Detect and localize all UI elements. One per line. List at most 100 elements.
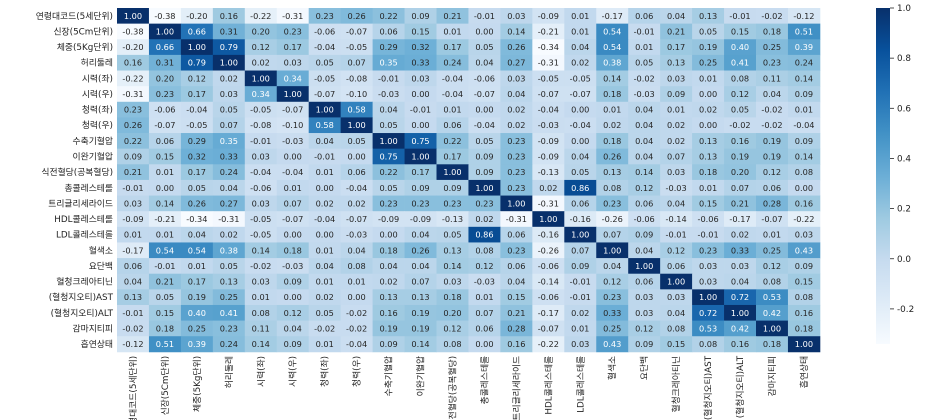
heatmap-cell [756, 148, 789, 165]
heatmap-cell [212, 289, 246, 306]
cell-value-label: 0.25 [188, 323, 206, 333]
cell-value-label: 0.00 [699, 120, 717, 130]
heatmap-cell [756, 117, 789, 134]
cell-value-label: 0.05 [348, 136, 366, 146]
heatmap-cell [468, 101, 501, 118]
cell-value-label: 0.23 [699, 245, 717, 255]
cell-value-label: 0.01 [603, 105, 621, 115]
cell-value-label: 0.07 [603, 230, 621, 240]
heatmap-cell [468, 289, 501, 306]
cell-value-label: 0.04 [667, 308, 685, 318]
heatmap-cell [468, 54, 501, 71]
cell-value-label: 0.29 [188, 136, 206, 146]
cell-value-label: 0.05 [475, 136, 493, 146]
cell-value-label: -0.17 [602, 11, 623, 21]
cell-value-label: 0.09 [635, 230, 653, 240]
cell-value-label: 0.13 [411, 292, 429, 302]
heatmap-cell [628, 226, 661, 243]
cell-value-label: 0.20 [731, 167, 749, 177]
heatmap-cell [500, 258, 533, 275]
cell-value-label: 0.12 [635, 323, 653, 333]
column-labels: 연령대코드(5세단위) 신장(5Cm단위) 체중(5Kg단위) 허리둘레 시력(좌) 시력… [127, 355, 810, 420]
cell-value-label: -0.07 [538, 323, 559, 333]
heatmap-cell [372, 164, 405, 181]
heatmap-cell [692, 242, 725, 259]
cell-value-label: 0.25 [699, 58, 717, 68]
cell-value-label: 0.23 [507, 167, 525, 177]
heatmap-cell [404, 336, 437, 353]
cell-value-label: -0.05 [250, 214, 271, 224]
cell-value-label: 0.23 [220, 323, 238, 333]
cell-value-label: 0.13 [699, 11, 717, 21]
cell-value-label: 0.07 [220, 120, 238, 130]
heatmap-cell [532, 195, 565, 212]
heatmap-cell [724, 195, 757, 212]
heatmap-cell [117, 133, 150, 150]
heatmap-cell [244, 101, 278, 118]
heatmap-cell [724, 70, 757, 87]
heatmap-cell [436, 211, 469, 228]
heatmap-cell [340, 8, 373, 25]
cell-value-label: 0.00 [156, 183, 174, 193]
cell-value-label: 0.13 [699, 151, 717, 161]
cell-value-label: 0.14 [156, 198, 174, 208]
cell-value-label: 1.00 [795, 339, 813, 349]
cell-value-label: -0.01 [154, 261, 175, 271]
heatmap-cell [468, 179, 501, 196]
heatmap-cell [724, 23, 757, 40]
cell-value-label: -0.01 [122, 308, 143, 318]
heatmap-cell [596, 86, 629, 103]
cell-value-label: 0.42 [731, 323, 749, 333]
cell-value-label: 0.18 [603, 136, 621, 146]
heatmap-cell [787, 23, 821, 40]
cell-value-label: 0.06 [379, 26, 397, 36]
cell-value-label: -0.01 [697, 230, 718, 240]
heatmap-cell [372, 23, 405, 40]
heatmap-cell [756, 320, 789, 337]
heatmap-cell [404, 289, 437, 306]
cell-value-label: 0.23 [763, 58, 781, 68]
cell-value-label: 0.18 [763, 26, 781, 36]
cell-value-label: -0.02 [250, 261, 271, 271]
heatmap-cell [692, 164, 725, 181]
heatmap-cell [436, 195, 469, 212]
heatmap-cell [404, 70, 437, 87]
column-label: 총콜레스테롤 [479, 356, 490, 405]
heatmap-cell [692, 133, 725, 150]
heatmap-cell [692, 117, 725, 134]
heatmap-cell [468, 23, 501, 40]
heatmap-cell [212, 133, 246, 150]
cell-value-label: 0.17 [188, 89, 206, 99]
column-label: (혈청지오티)AST [702, 355, 714, 420]
cell-value-label: 0.00 [348, 292, 366, 302]
cell-value-label: 0.12 [284, 308, 302, 318]
heatmap-cell [468, 86, 501, 103]
heatmap-cell [660, 195, 693, 212]
cell-value-label: 0.09 [124, 151, 142, 161]
cell-value-label: 0.38 [603, 58, 621, 68]
heatmap-cell [308, 304, 342, 321]
heatmap-cell [724, 258, 757, 275]
heatmap-cell [340, 70, 373, 87]
column-label: 연령대코드(5세단위) [127, 356, 139, 420]
cell-value-label: 0.22 [124, 136, 142, 146]
heatmap-cell [276, 195, 310, 212]
heatmap-cell [628, 258, 661, 275]
cell-value-label: -0.09 [122, 214, 143, 224]
heatmap-cell [628, 148, 661, 165]
cell-value-label: -0.07 [314, 89, 335, 99]
cell-value-label: 0.23 [507, 151, 525, 161]
heatmap-cell [117, 258, 150, 275]
cell-value-label: 0.26 [124, 120, 142, 130]
heatmap-cell [756, 242, 789, 259]
cell-value-label: 0.06 [443, 120, 461, 130]
cell-value-label: -0.02 [729, 120, 750, 130]
heatmap-cell [180, 226, 214, 243]
heatmap-cell [500, 195, 533, 212]
heatmap-cell [692, 86, 725, 103]
cell-value-label: 0.09 [475, 151, 493, 161]
heatmap-cell [660, 117, 693, 134]
heatmap-cell [692, 258, 725, 275]
cell-value-label: -0.06 [474, 73, 495, 83]
cell-value-label: 0.13 [603, 167, 621, 177]
